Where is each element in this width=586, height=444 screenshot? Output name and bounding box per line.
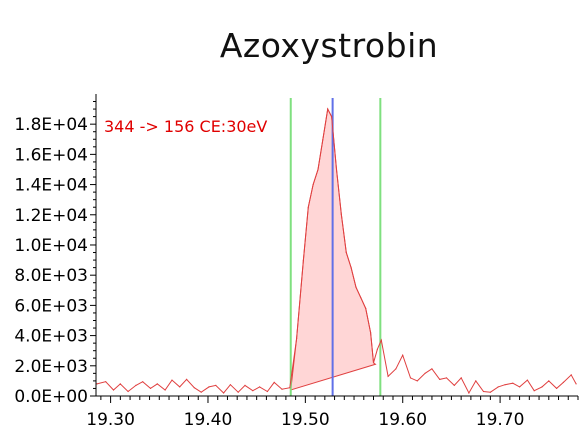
data-point	[266, 390, 268, 393]
data-point	[302, 259, 304, 261]
data-point	[179, 386, 181, 388]
data-point	[489, 391, 491, 393]
data-point	[360, 297, 362, 299]
data-point	[350, 267, 352, 269]
data-point	[570, 374, 572, 376]
data-point	[289, 387, 291, 389]
data-point	[252, 390, 254, 392]
transition-annotation: 344 -> 156 CE:30eV	[104, 117, 267, 136]
data-point	[105, 381, 107, 383]
data-point	[135, 384, 137, 386]
data-point	[331, 116, 333, 118]
data-point	[541, 386, 543, 388]
y-tick-label: 1.8E+04	[14, 115, 88, 135]
data-point	[453, 384, 455, 386]
data-point	[504, 384, 506, 386]
data-point	[259, 386, 261, 388]
data-point	[317, 168, 319, 171]
y-tick-label: 8.0E+03	[14, 266, 88, 286]
data-point	[424, 372, 426, 374]
marker-layer	[289, 98, 382, 396]
data-point	[395, 368, 397, 370]
data-point	[512, 382, 514, 384]
data-point	[200, 391, 202, 393]
data-point	[526, 379, 529, 381]
y-tick-label: 1.6E+04	[14, 145, 88, 165]
axes-layer	[90, 94, 579, 403]
data-point	[345, 251, 347, 254]
data-point	[244, 384, 246, 386]
y-tick-label: 4.0E+03	[14, 327, 88, 347]
data-point	[296, 338, 298, 340]
data-point	[468, 392, 470, 394]
data-point	[548, 380, 550, 382]
data-point	[193, 387, 195, 389]
data-point	[215, 384, 217, 386]
data-point	[96, 383, 98, 385]
data-point	[340, 214, 342, 216]
label-layer: 0.0E+00 2.0E+03 4.0E+03 6.0E+03 8.0E+03 1.0E+…	[14, 115, 524, 430]
data-point	[575, 383, 577, 385]
data-point	[416, 380, 418, 382]
data-point	[327, 108, 329, 110]
data-point	[533, 390, 535, 392]
data-point	[237, 391, 239, 393]
y-tick-label: 2.0E+03	[14, 357, 88, 377]
data-point	[380, 339, 382, 341]
data-point	[208, 386, 210, 388]
data-point	[171, 379, 173, 381]
y-tick-label: 0.0E+00	[14, 387, 88, 407]
x-tick-label: 19.40	[184, 410, 233, 430]
data-point	[482, 390, 485, 393]
y-tick-label: 1.0E+04	[14, 236, 88, 256]
data-point	[273, 381, 275, 383]
data-point	[312, 184, 314, 186]
data-point	[142, 381, 144, 383]
chart-title: Azoxystrobin	[219, 26, 439, 65]
data-point	[164, 389, 166, 391]
data-point	[370, 332, 372, 334]
data-point	[307, 206, 309, 208]
data-point	[402, 354, 404, 356]
data-point	[223, 392, 225, 394]
data-point	[460, 377, 462, 379]
data-point	[409, 377, 412, 379]
data-point	[119, 383, 121, 385]
data-point	[335, 168, 338, 171]
data-point	[149, 387, 152, 389]
data-point	[497, 386, 499, 388]
data-point	[365, 307, 367, 309]
data-point	[372, 362, 375, 364]
data-point	[445, 377, 448, 379]
y-tick-label: 1.4E+04	[14, 176, 88, 196]
data-point	[355, 286, 357, 288]
series-layer	[96, 107, 577, 395]
data-point	[376, 348, 378, 350]
data-point	[556, 387, 558, 389]
data-point	[431, 368, 433, 370]
x-tick-label: 19.70	[476, 410, 525, 430]
data-point	[156, 383, 158, 385]
data-point	[519, 386, 521, 388]
data-point	[439, 378, 441, 380]
x-tick-label: 19.30	[86, 410, 135, 430]
x-tick-label: 19.60	[378, 410, 427, 430]
y-tick-label: 6.0E+03	[14, 296, 88, 316]
data-point	[281, 388, 283, 390]
data-point	[186, 378, 188, 380]
data-point	[475, 380, 477, 382]
data-point	[112, 389, 115, 391]
data-point	[387, 375, 389, 377]
data-point	[229, 384, 231, 386]
data-point	[322, 138, 324, 140]
data-point	[127, 390, 129, 393]
data-point	[562, 381, 565, 383]
y-tick-label: 1.2E+04	[14, 206, 88, 226]
x-tick-label: 19.50	[281, 410, 330, 430]
